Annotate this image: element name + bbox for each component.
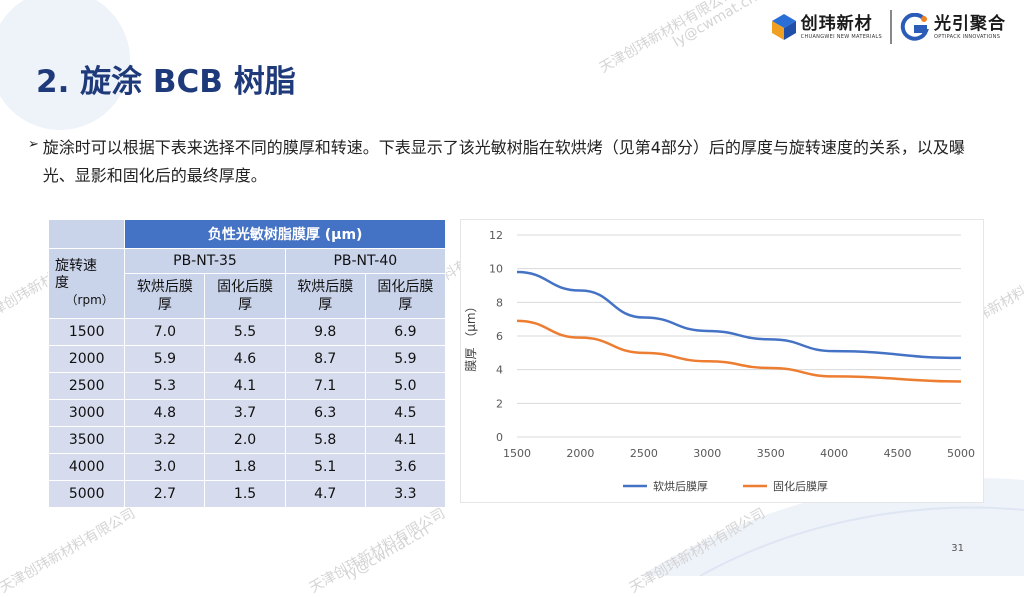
- subcol-header: 固化后膜厚: [205, 274, 285, 319]
- bullet-point: ➢ 旋涂时可以根据下表来选择不同的膜厚和转速。下表显示了该光敏树脂在软烘烤（见第…: [28, 134, 978, 190]
- y-axis-label: 膜厚 （μm）: [464, 300, 478, 371]
- thickness-cell: 5.3: [125, 373, 205, 400]
- thickness-cell: 5.1: [285, 454, 365, 481]
- speed-cell: 5000: [49, 481, 125, 508]
- row-header-label: 旋转速度: [55, 258, 105, 292]
- thickness-cell: 4.5: [365, 400, 445, 427]
- y-tick-label: 0: [496, 431, 503, 444]
- y-tick-label: 10: [489, 263, 503, 276]
- y-tick-label: 8: [496, 296, 503, 309]
- subcol-header: 固化后膜厚: [365, 274, 445, 319]
- thickness-cell: 6.3: [285, 400, 365, 427]
- page-title: 2. 旋涂 BCB 树脂: [36, 56, 296, 101]
- thickness-chart: 0 2 4 6 8 10 12 1500 2000 2500 3000 3500 4000 4500 500…: [460, 219, 984, 503]
- thickness-cell: 7.0: [125, 319, 205, 346]
- thickness-cell: 8.7: [285, 346, 365, 373]
- x-tick-label: 2000: [566, 447, 594, 460]
- x-tick-label: 2500: [630, 447, 658, 460]
- page-number: 31: [951, 543, 964, 554]
- x-tick-label: 1500: [503, 447, 531, 460]
- thickness-cell: 9.8: [285, 319, 365, 346]
- bullet-text: 旋涂时可以根据下表来选择不同的膜厚和转速。下表显示了该光敏树脂在软烘烤（见第4部…: [43, 134, 978, 190]
- thickness-cell: 3.7: [205, 400, 285, 427]
- y-tick-label: 2: [496, 397, 503, 410]
- logo-name: 创玮新材: [801, 14, 882, 34]
- x-tick-label: 4000: [820, 447, 848, 460]
- series-line: [517, 272, 961, 358]
- thickness-cell: 5.9: [125, 346, 205, 373]
- thickness-cell: 1.5: [205, 481, 285, 508]
- y-tick-label: 6: [496, 330, 503, 343]
- product-header: PB-NT-35: [125, 249, 285, 274]
- x-tick-label: 3500: [757, 447, 785, 460]
- row-header-unit: （rpm）: [55, 292, 124, 309]
- product-header: PB-NT-40: [285, 249, 445, 274]
- logo-guangyin: 光引聚合 OPTIPACK INNOVATIONS: [900, 13, 1006, 41]
- thickness-cell: 2.0: [205, 427, 285, 454]
- thickness-cell: 6.9: [365, 319, 445, 346]
- thickness-cell: 1.8: [205, 454, 285, 481]
- thickness-cell: 4.1: [365, 427, 445, 454]
- thickness-cell: 4.6: [205, 346, 285, 373]
- table-header-main: 负性光敏树脂膜厚 (μm): [125, 220, 446, 249]
- thickness-cell: 5.8: [285, 427, 365, 454]
- subcol-header: 软烘后膜厚: [125, 274, 205, 319]
- speed-cell: 1500: [49, 319, 125, 346]
- subcol-header: 软烘后膜厚: [285, 274, 365, 319]
- thickness-cell: 3.3: [365, 481, 445, 508]
- watermark: 天津创玮新材料有限公司: [0, 503, 139, 597]
- line-chart: 0 2 4 6 8 10 12 1500 2000 2500 3000 3500 4000 4500 500…: [461, 220, 983, 502]
- thickness-cell: 3.2: [125, 427, 205, 454]
- header-logos: 创玮新材 CHUANGWEI NEW MATERIALS 光引聚合 OPTIPA…: [771, 10, 1006, 44]
- logo-chuangwei: 创玮新材 CHUANGWEI NEW MATERIALS: [771, 13, 882, 41]
- speed-cell: 4000: [49, 454, 125, 481]
- thickness-cell: 5.9: [365, 346, 445, 373]
- logo-name: 光引聚合: [934, 14, 1006, 34]
- thickness-cell: 2.7: [125, 481, 205, 508]
- cube-logo-icon: [771, 13, 797, 41]
- thickness-cell: 5.0: [365, 373, 445, 400]
- table-corner: [49, 220, 125, 249]
- speed-cell: 2000: [49, 346, 125, 373]
- thickness-cell: 4.1: [205, 373, 285, 400]
- logo-subtitle: CHUANGWEI NEW MATERIALS: [801, 34, 882, 40]
- legend-label: 软烘后膜厚: [653, 479, 708, 493]
- thickness-cell: 4.8: [125, 400, 205, 427]
- thickness-cell: 4.7: [285, 481, 365, 508]
- thickness-cell: 3.0: [125, 454, 205, 481]
- arrow-bullet-icon: ➢: [28, 137, 43, 190]
- watermark: ly@cwmat.cn: [670, 0, 759, 50]
- thickness-cell: 7.1: [285, 373, 365, 400]
- logo-divider: [890, 10, 892, 44]
- speed-cell: 2500: [49, 373, 125, 400]
- watermark: 天津创玮新材料有限公司: [305, 503, 448, 597]
- speed-cell: 3000: [49, 400, 125, 427]
- thickness-cell: 3.6: [365, 454, 445, 481]
- y-tick-label: 4: [496, 364, 503, 377]
- speed-cell: 3500: [49, 427, 125, 454]
- watermark: 天津创玮新材料有限公司: [625, 503, 768, 597]
- x-tick-label: 4500: [884, 447, 912, 460]
- series-line: [517, 321, 961, 382]
- g-logo-icon: [900, 13, 930, 41]
- logo-subtitle: OPTIPACK INNOVATIONS: [934, 34, 1006, 40]
- thickness-table: 负性光敏树脂膜厚 (μm) 旋转速度 （rpm） PB-NT-35 PB-NT-…: [48, 219, 446, 508]
- watermark: ly@cwmat.cn: [342, 523, 431, 584]
- legend-label: 固化后膜厚: [773, 479, 828, 493]
- row-header: 旋转速度 （rpm）: [49, 249, 125, 319]
- watermark: 天津创玮新材料有限公司: [595, 0, 738, 77]
- x-tick-label: 5000: [947, 447, 975, 460]
- y-tick-label: 12: [489, 229, 503, 242]
- thickness-cell: 5.5: [205, 319, 285, 346]
- x-tick-label: 3000: [693, 447, 721, 460]
